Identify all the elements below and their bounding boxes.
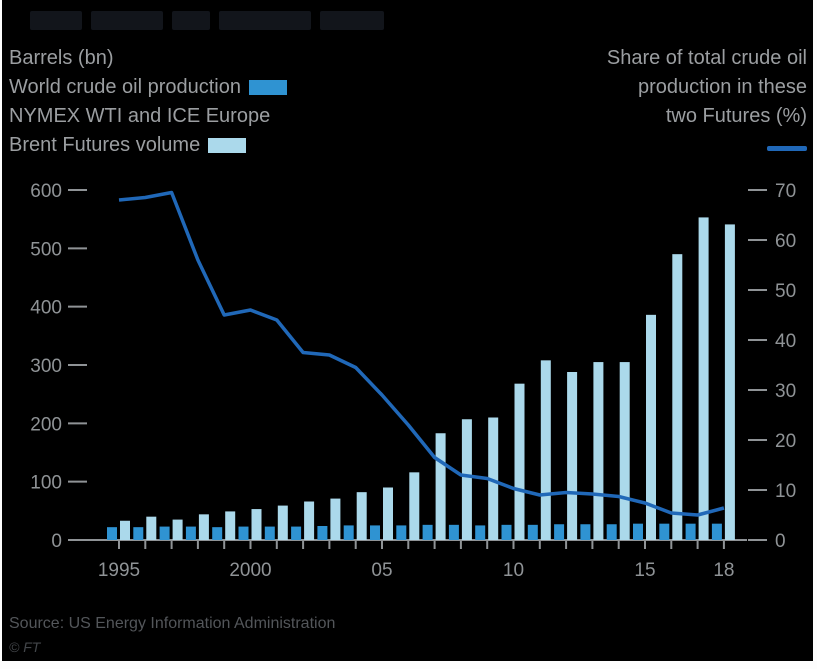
svg-text:15: 15: [634, 560, 655, 581]
legend-production-label: World crude oil production: [9, 76, 241, 98]
source-note: Source: US Energy Information Administra…: [9, 615, 336, 632]
obscured-video-title: [30, 11, 384, 30]
svg-text:0: 0: [775, 531, 786, 552]
right-axis-title-line2: production in these: [637, 76, 807, 98]
svg-text:10: 10: [503, 560, 524, 581]
svg-text:40: 40: [775, 331, 796, 352]
svg-text:500: 500: [30, 239, 62, 260]
svg-text:18: 18: [713, 560, 734, 581]
svg-text:20: 20: [775, 431, 796, 452]
svg-text:05: 05: [371, 560, 392, 581]
share-line-swatch: [767, 146, 807, 151]
svg-text:200: 200: [30, 414, 62, 435]
legend-production-row: World crude oil production: [9, 73, 287, 102]
svg-text:300: 300: [30, 356, 62, 377]
svg-text:1995: 1995: [98, 560, 140, 581]
left-axis-title: Barrels (bn): [9, 47, 114, 69]
right-axis-title-line3: two Futures (%): [665, 105, 807, 127]
svg-text:50: 50: [775, 281, 796, 302]
svg-text:70: 70: [775, 181, 796, 202]
svg-text:100: 100: [30, 473, 62, 494]
svg-text:2000: 2000: [229, 560, 271, 581]
svg-text:600: 600: [30, 181, 62, 202]
title-glyph-block: [91, 11, 163, 30]
legend-left: Barrels (bn) World crude oil production …: [9, 44, 287, 160]
title-glyph-block: [172, 11, 210, 30]
svg-text:400: 400: [30, 298, 62, 319]
legend-futures-label-line1: NYMEX WTI and ICE Europe: [9, 105, 271, 127]
production-swatch: [248, 80, 287, 95]
ft-credit: © FT: [9, 639, 41, 655]
title-glyph-block: [30, 11, 82, 30]
title-glyph-block: [219, 11, 311, 30]
svg-text:10: 10: [775, 481, 796, 502]
title-glyph-block: [320, 11, 384, 30]
svg-text:60: 60: [775, 231, 796, 252]
legend-right: Share of total crude oil production in t…: [607, 44, 807, 160]
legend-futures-row: Brent Futures volume: [9, 131, 287, 160]
svg-text:30: 30: [775, 381, 796, 402]
legend-futures-label-line2: Brent Futures volume: [9, 134, 201, 156]
right-axis-title-line1: Share of total crude oil: [606, 47, 807, 69]
svg-text:0: 0: [51, 531, 62, 552]
futures-swatch: [208, 138, 247, 153]
